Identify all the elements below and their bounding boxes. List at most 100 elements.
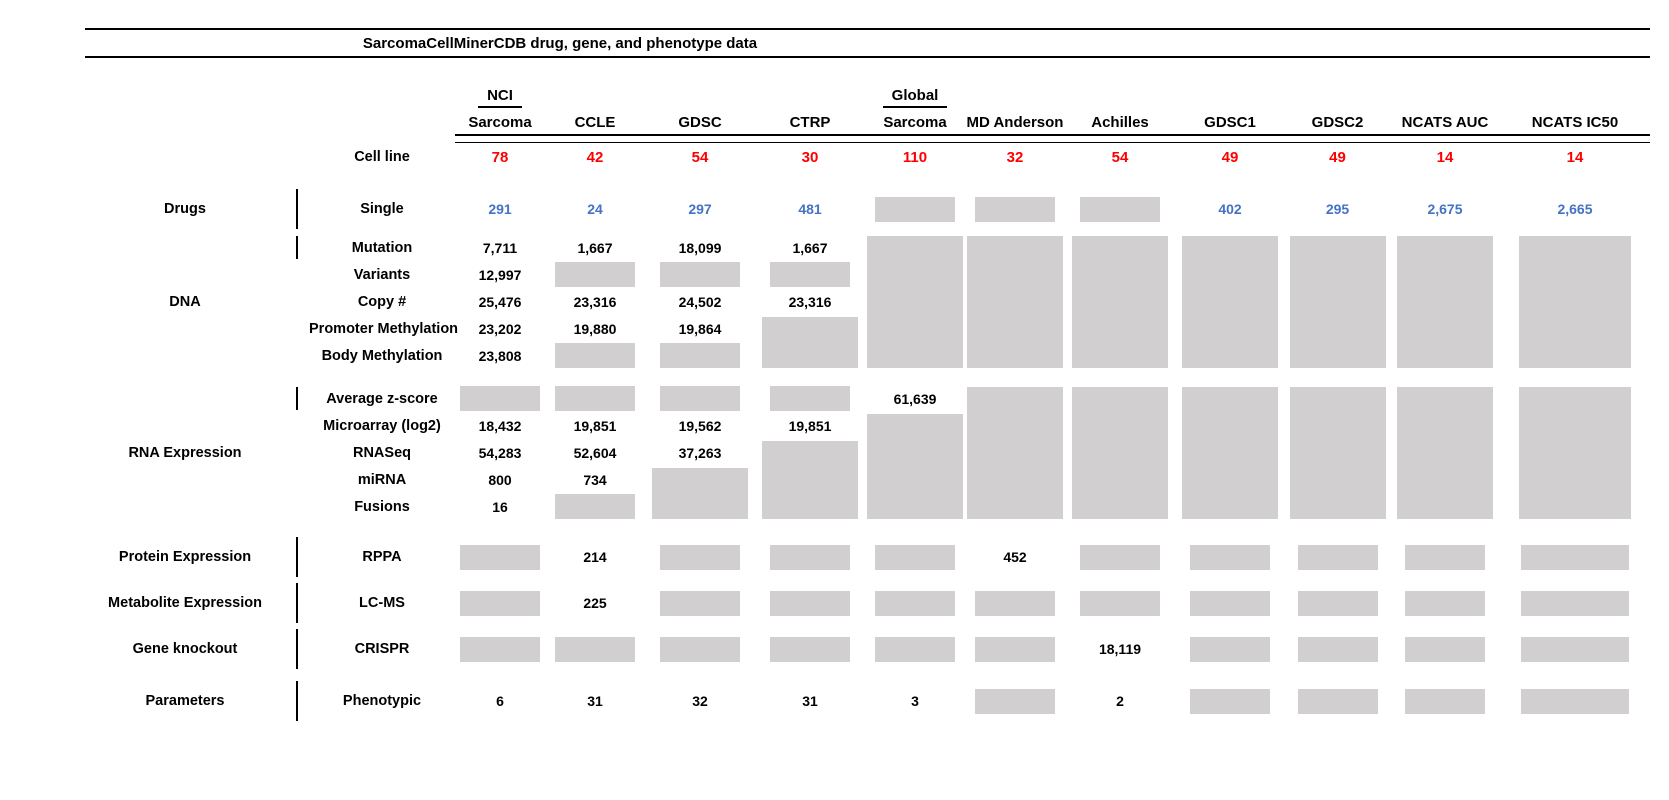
data-cell: 18,099 <box>678 239 722 256</box>
column-count: 14 <box>1436 148 1454 166</box>
no-data-box <box>660 343 740 368</box>
no-data-box <box>975 590 1055 616</box>
column-header: Achilles <box>1091 114 1149 131</box>
data-cell: 25,476 <box>478 293 522 310</box>
no-data-box <box>1297 590 1378 616</box>
no-data-box <box>1190 688 1270 714</box>
no-data-box <box>660 386 740 411</box>
data-cell: 23,316 <box>788 293 832 310</box>
data-cell: 225 <box>583 595 607 611</box>
data-cell: 54,283 <box>478 444 522 461</box>
no-data-box <box>1190 544 1270 570</box>
no-data-box <box>975 688 1055 714</box>
header-grid: NCI Sarcoma 78 CCLE 42 GDSC 54 CTRP 30 Global Sarc… <box>85 84 1669 170</box>
row-label: RPPA <box>362 549 402 565</box>
no-data-box <box>1405 636 1485 662</box>
data-cell: 2 <box>1116 693 1124 709</box>
no-data-box <box>875 636 955 662</box>
column-count: 32 <box>1006 148 1024 166</box>
category-label: Protein Expression <box>118 549 252 565</box>
column-header: GDSC1 <box>1204 114 1256 131</box>
data-cell: 23,202 <box>478 320 522 337</box>
group-divider-bar <box>296 583 298 623</box>
row-label: Promoter Methylation <box>309 320 459 337</box>
row-group: RNA Expression Average z-score 61,639 Micro… <box>85 385 1669 520</box>
row-label: RNASeq <box>352 444 411 461</box>
data-cell: 24 <box>587 201 603 217</box>
no-data-box <box>660 544 740 570</box>
no-data-box <box>770 262 850 287</box>
no-data-box <box>975 636 1055 662</box>
column-header: Sarcoma <box>468 114 532 131</box>
row-label: CRISPR <box>354 641 410 657</box>
data-cell: 291 <box>488 201 512 217</box>
data-cell: 52,604 <box>573 444 617 461</box>
data-cell: 19,851 <box>573 417 617 434</box>
no-data-box <box>762 316 858 368</box>
row-label: Single <box>360 201 404 217</box>
title-band: SarcomaCellMinerCDB drug, gene, and phen… <box>85 28 1650 58</box>
data-cell: 297 <box>688 201 712 217</box>
data-cell: 214 <box>583 549 607 565</box>
no-data-box <box>1405 688 1485 714</box>
no-data-box <box>460 386 540 411</box>
data-cell: 481 <box>798 201 822 217</box>
column-header-top: Global <box>882 86 948 108</box>
group-divider-bar <box>296 236 298 259</box>
no-data-box <box>762 440 858 519</box>
data-cell: 18,432 <box>478 417 522 434</box>
row-label: Fusions <box>354 498 410 515</box>
no-data-box <box>1521 688 1629 714</box>
title-wrap: SarcomaCellMinerCDB drug, gene, and phen… <box>85 30 1650 56</box>
no-data-box <box>1397 386 1493 519</box>
category-label: RNA Expression <box>128 444 242 461</box>
no-data-box <box>867 235 963 368</box>
data-cell: 18,119 <box>1098 641 1142 657</box>
data-cell: 23,808 <box>478 347 522 364</box>
row-label: Mutation <box>351 239 413 256</box>
no-data-box <box>660 636 740 662</box>
group-divider-bar <box>296 189 298 229</box>
data-cell: 19,864 <box>678 320 722 337</box>
column-count: 110 <box>902 148 928 166</box>
column-header: MD Anderson <box>966 114 1064 131</box>
data-cell: 12,997 <box>478 266 522 283</box>
data-cell: 6 <box>496 693 504 709</box>
row-label: Phenotypic <box>342 693 422 709</box>
column-count: 54 <box>1111 148 1129 166</box>
column-count: 49 <box>1221 148 1239 166</box>
data-cell: 37,263 <box>678 444 722 461</box>
group-divider-bar <box>296 681 298 721</box>
data-cell: 800 <box>488 471 512 488</box>
data-cell: 19,851 <box>788 417 832 434</box>
category-label: Metabolite Expression <box>108 595 262 611</box>
no-data-box <box>1397 235 1493 368</box>
no-data-box <box>1289 235 1386 368</box>
no-data-box <box>555 262 635 287</box>
no-data-box <box>1297 688 1378 714</box>
no-data-box <box>1519 386 1631 519</box>
no-data-box <box>875 590 955 616</box>
row-group: Gene knockout CRISPR 18,119 <box>85 629 1669 669</box>
no-data-box <box>1072 386 1168 519</box>
no-data-box <box>967 235 1063 368</box>
column-count: 78 <box>491 148 509 166</box>
no-data-box <box>460 636 540 662</box>
column-header: NCATS IC50 <box>1531 114 1619 131</box>
no-data-box <box>770 544 850 570</box>
column-count: 42 <box>586 148 604 166</box>
data-cell: 61,639 <box>893 390 937 407</box>
no-data-box <box>1289 386 1386 519</box>
no-data-box <box>555 494 635 519</box>
column-header: NCATS AUC <box>1401 114 1489 131</box>
row-label: Copy # <box>357 293 407 310</box>
header-divider-line <box>455 134 1650 143</box>
no-data-box <box>1190 636 1270 662</box>
data-cell: 16 <box>492 498 508 515</box>
figure-title: SarcomaCellMinerCDB drug, gene, and phen… <box>362 34 758 52</box>
data-cell: 31 <box>587 693 603 709</box>
no-data-box <box>770 386 850 411</box>
no-data-box <box>660 262 740 287</box>
cell-line-label: Cell line <box>354 149 410 165</box>
table-body: Drugs Single 291 24 297 481 402 295 2,675 2,665 DN… <box>0 189 1669 721</box>
